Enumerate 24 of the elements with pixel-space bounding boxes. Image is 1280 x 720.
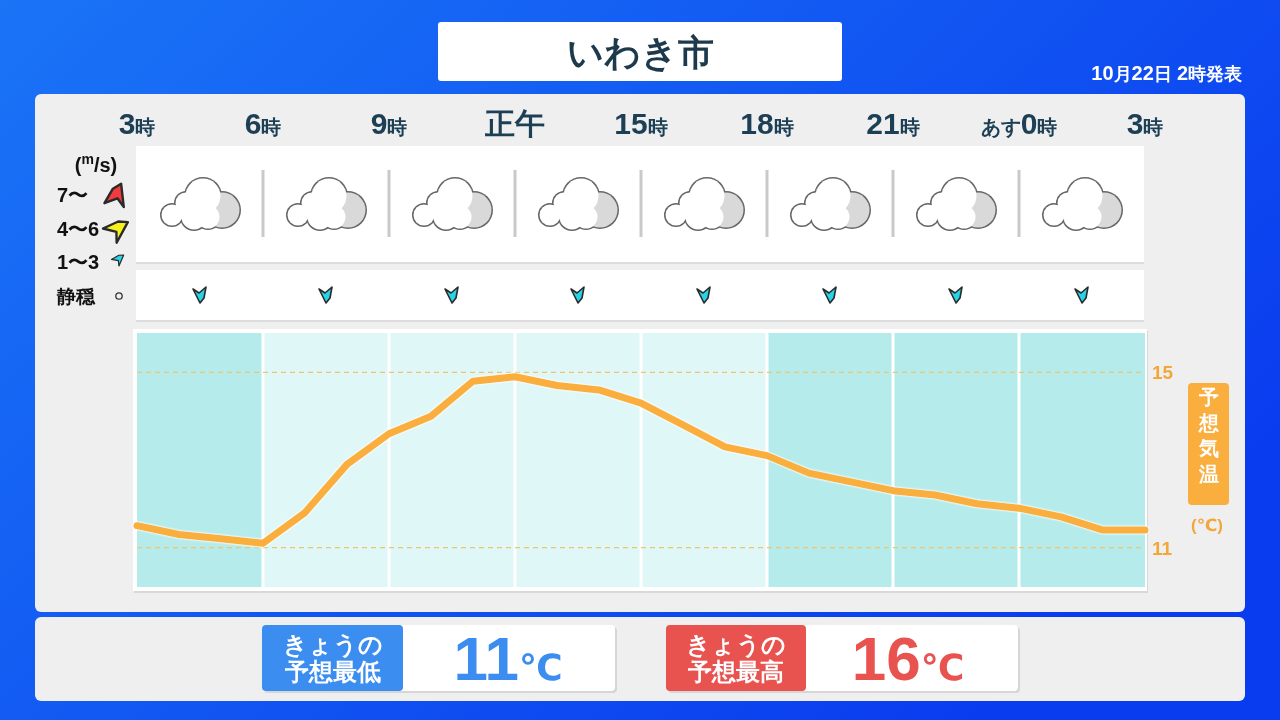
x-tick-label: 正午 bbox=[485, 107, 545, 140]
y2-axis-title: 予想気温 bbox=[1197, 386, 1219, 485]
x-tick-label: 6時 bbox=[244, 107, 282, 140]
x-tick-label: あす0時 bbox=[980, 107, 1058, 140]
x-tick-label: 3時 bbox=[118, 107, 156, 140]
y2-tick-label: 11 bbox=[1152, 537, 1173, 559]
text: 16℃ bbox=[851, 624, 965, 693]
text: 静穏 bbox=[56, 286, 96, 307]
text: 7〜 bbox=[57, 184, 89, 206]
x-tick-label: 21時 bbox=[866, 107, 920, 140]
text: 1〜3 bbox=[57, 251, 100, 273]
chart-title: いわき市 bbox=[566, 32, 714, 73]
text: 4〜6 bbox=[57, 218, 100, 240]
x-tick-label: 18時 bbox=[740, 107, 794, 140]
y2-tick-label: 15 bbox=[1152, 362, 1174, 384]
x-tick-label: 15時 bbox=[614, 107, 668, 140]
x-tick-label: 3時 bbox=[1126, 107, 1164, 140]
chart-subtitle: 10月22日 2時発表 bbox=[1091, 62, 1242, 84]
text: 11℃ bbox=[453, 624, 563, 693]
text: きょうの予想最低 bbox=[282, 630, 383, 685]
text: (℃) bbox=[1191, 516, 1223, 535]
text: きょうの予想最高 bbox=[686, 630, 786, 685]
x-tick-label: 9時 bbox=[370, 107, 408, 140]
text: ($^{m}$/s) bbox=[74, 151, 118, 176]
